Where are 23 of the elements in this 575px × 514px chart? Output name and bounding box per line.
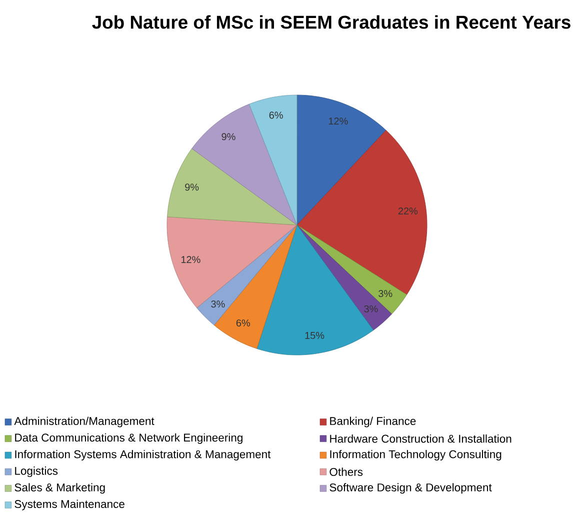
data-label: 12% — [181, 256, 200, 264]
data-label: 3% — [378, 290, 392, 298]
legend-label: Data Communications & Network Engineering — [15, 433, 242, 444]
legend-label: Systems Maintenance — [14, 500, 124, 510]
data-label: 3% — [364, 305, 378, 312]
data-label: 6% — [236, 319, 250, 326]
legend-label: Information Systems Administration & Management — [15, 450, 271, 460]
data-label: 9% — [222, 133, 236, 140]
data-label: 6% — [269, 112, 283, 119]
data-label: 12% — [328, 118, 348, 125]
data-label: 3% — [211, 300, 225, 308]
legend-label: Information Technology Consulting — [330, 450, 502, 460]
data-label: 22% — [398, 207, 418, 214]
legend-label: Sales & Marketing — [14, 483, 105, 494]
legend-label: Logistics — [15, 466, 58, 478]
data-label: 9% — [185, 184, 199, 191]
legend-label: Hardware Construction & Installation — [330, 434, 512, 443]
legend-label: Administration/Management — [14, 416, 154, 428]
chart-title: Job Nature of MSc in SEEM Graduates in Recent Years — [92, 15, 570, 29]
legend-label: Others — [330, 468, 363, 476]
legend-label: Software Design & Development — [330, 483, 492, 494]
legend-label: Banking/ Finance — [330, 416, 416, 428]
data-label: 15% — [305, 332, 324, 339]
